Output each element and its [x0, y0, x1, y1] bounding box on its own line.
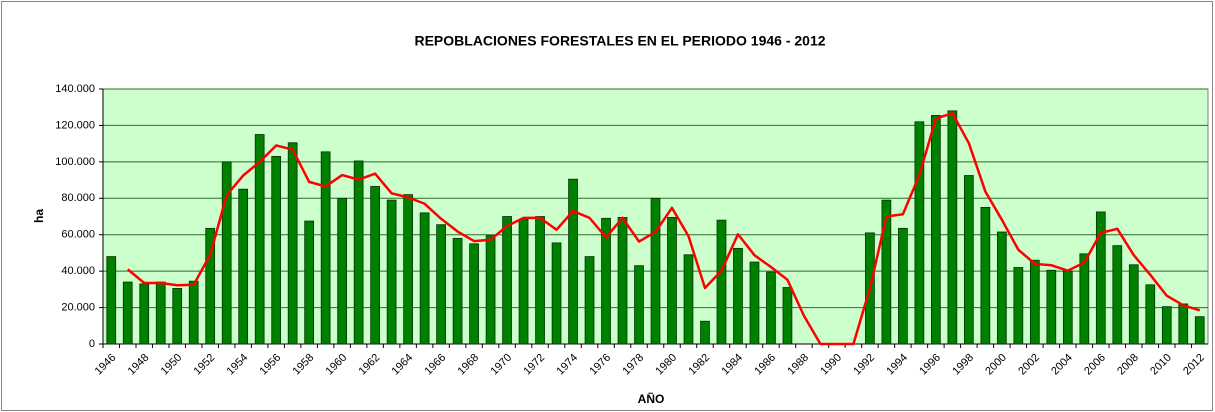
- bar: [881, 199, 892, 345]
- bar: [617, 217, 628, 345]
- bar: [469, 243, 479, 345]
- bar: [996, 231, 1007, 345]
- bar: [947, 110, 958, 345]
- y-tick-label: 60.000: [61, 229, 95, 241]
- bar: [403, 194, 413, 345]
- bar: [568, 178, 578, 345]
- y-tick-label: 140.000: [55, 83, 95, 95]
- bar: [502, 216, 512, 345]
- bar: [386, 199, 397, 345]
- bar: [304, 220, 315, 345]
- bar: [964, 175, 974, 345]
- bar: [667, 217, 677, 345]
- bar: [1013, 267, 1024, 345]
- bar: [914, 121, 925, 345]
- bar: [584, 256, 595, 345]
- y-axis-label: ha: [32, 209, 46, 223]
- bar: [980, 206, 991, 345]
- bar: [716, 219, 727, 345]
- bar: [1112, 245, 1123, 345]
- bar: [1029, 259, 1040, 345]
- bar: [320, 151, 331, 345]
- bar: [287, 142, 298, 345]
- bar: [551, 242, 562, 345]
- y-tick-label: 80.000: [61, 192, 95, 204]
- bar: [1095, 211, 1106, 345]
- bar: [370, 186, 380, 345]
- bar: [254, 134, 265, 345]
- bar: [518, 218, 529, 345]
- y-tick-label: 100.000: [55, 156, 95, 168]
- bar: [898, 227, 908, 345]
- bar: [271, 155, 282, 345]
- moving-average-line: [126, 111, 1201, 346]
- y-tick-label: 120.000: [55, 119, 95, 131]
- bar: [535, 216, 545, 345]
- bar: [733, 247, 743, 345]
- bar: [205, 227, 216, 345]
- bar: [1194, 316, 1205, 345]
- bar: [634, 265, 644, 345]
- bar: [749, 261, 760, 345]
- y-tick-label: 20.000: [61, 301, 95, 313]
- bar: [601, 217, 611, 345]
- bar: [436, 224, 446, 345]
- bar: [766, 271, 776, 345]
- bar: [1046, 269, 1057, 345]
- bar: [452, 237, 463, 345]
- bar: [155, 281, 166, 345]
- bar: [683, 254, 694, 345]
- bar: [1178, 303, 1189, 345]
- x-axis-label: AÑO: [638, 391, 665, 406]
- bar: [419, 212, 430, 345]
- bar: [122, 281, 133, 345]
- bar: [337, 197, 347, 345]
- bar: [782, 287, 793, 345]
- bar: [139, 283, 150, 345]
- bar: [238, 188, 249, 345]
- bar: [221, 161, 232, 345]
- y-tick-label: 0: [89, 338, 95, 350]
- bar: [188, 280, 199, 345]
- bar: [1128, 264, 1139, 345]
- bar: [485, 235, 496, 345]
- bar: [353, 160, 364, 345]
- bar: [1062, 270, 1073, 345]
- bar: [931, 115, 941, 345]
- y-tick-label: 40.000: [61, 265, 95, 277]
- bar: [650, 197, 661, 345]
- bar: [1145, 284, 1156, 345]
- bar: [106, 256, 117, 345]
- bar: [172, 288, 183, 345]
- bar: [1161, 306, 1172, 345]
- bar: [700, 320, 710, 345]
- chart-title: REPOBLACIONES FORESTALES EN EL PERIODO 1…: [414, 33, 825, 49]
- bar: [1079, 253, 1090, 345]
